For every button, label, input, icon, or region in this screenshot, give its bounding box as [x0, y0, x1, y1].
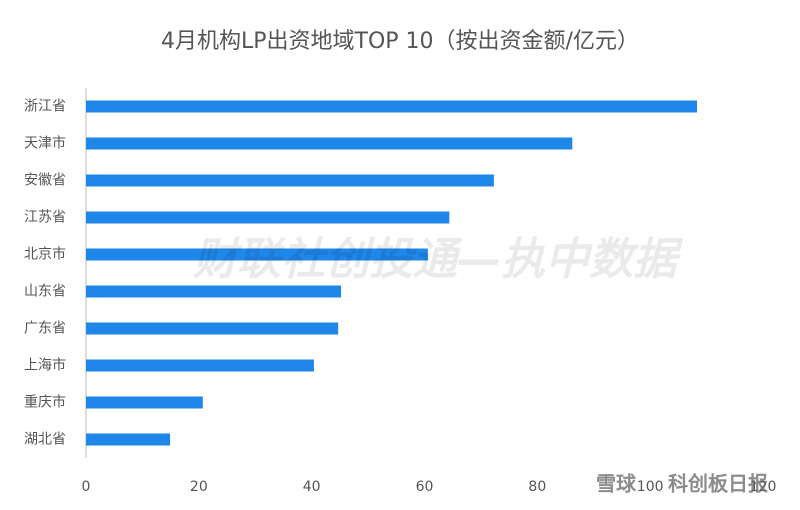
bar: [86, 322, 339, 335]
y-tick-label: 安徽省: [24, 173, 66, 189]
x-tick-label: 0: [82, 479, 91, 495]
y-tick-label: 上海市: [24, 357, 66, 374]
bar: [86, 211, 450, 224]
y-tick-label: 北京市: [24, 246, 66, 263]
x-tick-label: 80: [528, 479, 546, 495]
x-tick-label: 20: [190, 479, 208, 495]
y-tick-label: 湖北省: [24, 432, 66, 448]
watermark: 财联社创投通—执中数据: [193, 234, 684, 285]
bar: [86, 100, 697, 113]
bar: [86, 174, 494, 187]
bar: [86, 137, 573, 150]
bar: [86, 396, 203, 409]
y-tick-label: 天津市: [24, 135, 66, 152]
bar: [86, 248, 428, 261]
logo-text: 科创板日报: [668, 472, 768, 496]
y-tick-label: 浙江省: [24, 99, 66, 115]
bar: [86, 285, 342, 298]
y-tick-label: 山东省: [24, 284, 66, 300]
logo-text: 雪球: [596, 472, 637, 496]
chart-title: 4月机构LP出资地域TOP 10（按出资金额/亿元）: [161, 29, 639, 54]
x-tick-label: 60: [416, 479, 434, 495]
y-tick-label: 江苏省: [24, 210, 66, 226]
y-tick-label: 重庆市: [24, 394, 66, 411]
x-tick-label: 40: [303, 479, 321, 495]
x-tick-label: 120: [750, 479, 777, 495]
x-tick-label: 100: [637, 479, 664, 495]
y-tick-label: 广东省: [24, 321, 66, 337]
bar: [86, 433, 171, 446]
bar: [86, 359, 314, 372]
